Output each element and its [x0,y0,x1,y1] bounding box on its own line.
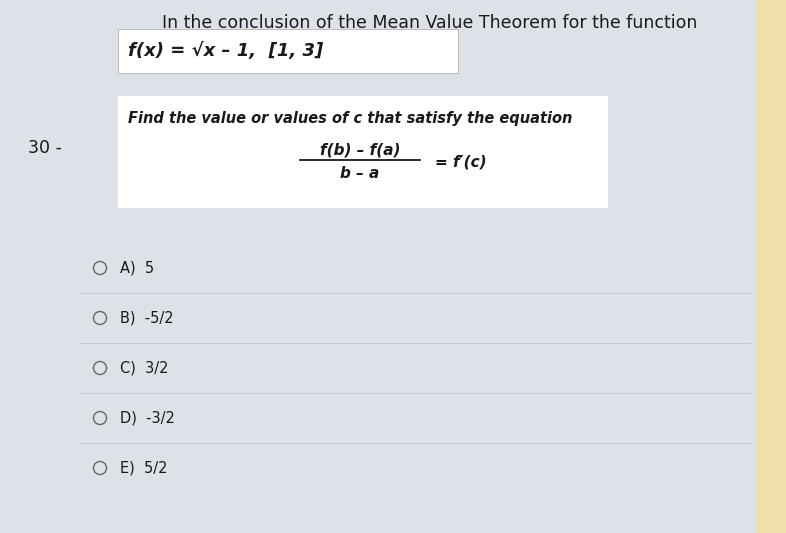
Text: D)  -3/2: D) -3/2 [120,410,174,425]
Text: 30 -: 30 - [28,139,62,157]
Text: B)  -5/2: B) -5/2 [120,311,174,326]
Text: In the conclusion of the Mean Value Theorem for the function: In the conclusion of the Mean Value Theo… [163,14,698,32]
Text: = f′(c): = f′(c) [435,155,487,169]
FancyBboxPatch shape [118,96,608,208]
Text: Find the value or values of c that satisfy the equation: Find the value or values of c that satis… [128,110,572,125]
FancyBboxPatch shape [756,0,786,533]
Text: f(x) = √x – 1,  [1, 3]: f(x) = √x – 1, [1, 3] [128,42,323,60]
Text: E)  5/2: E) 5/2 [120,461,167,475]
Text: b – a: b – a [340,166,380,181]
Text: C)  3/2: C) 3/2 [120,360,168,376]
Text: f(b) – f(a): f(b) – f(a) [320,142,400,157]
FancyBboxPatch shape [118,29,458,73]
Text: A)  5: A) 5 [120,261,154,276]
